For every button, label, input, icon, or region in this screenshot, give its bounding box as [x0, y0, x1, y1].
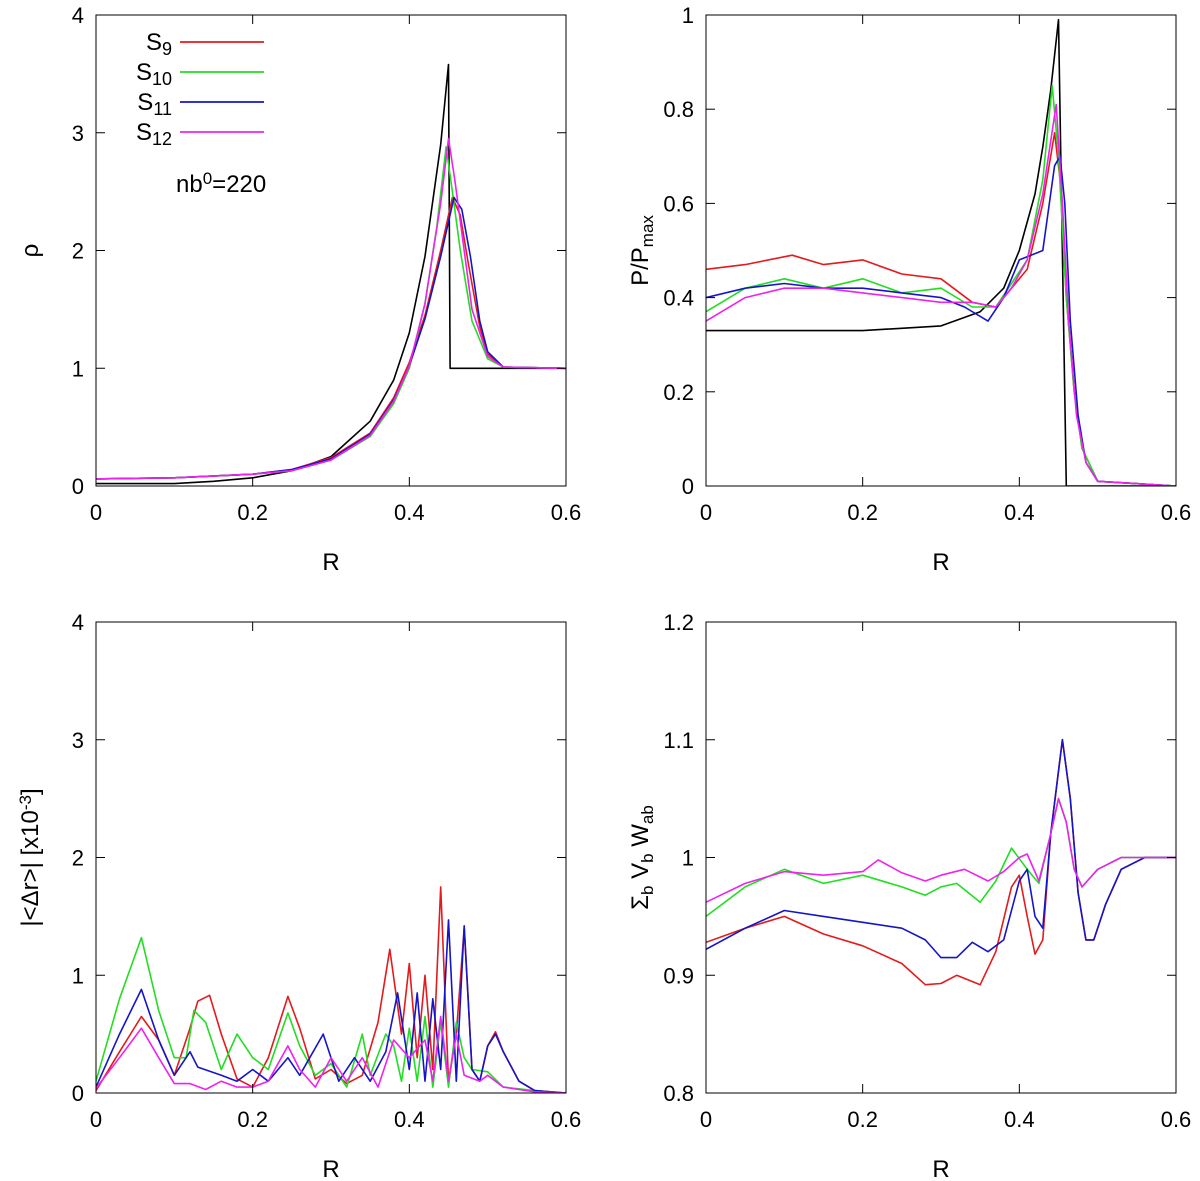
series-line-analytic: [96, 63, 566, 485]
x-tick-label: 0.4: [394, 500, 425, 525]
x-tick-label: 0: [90, 1107, 102, 1132]
legend-label-sub: 12: [152, 129, 172, 149]
y-axis-label: ρ: [17, 244, 44, 258]
y-label-mid: V: [627, 863, 654, 886]
legend-label-base: S: [137, 89, 153, 116]
y-label-base: P/P: [627, 247, 654, 286]
y-tick-label: 1.1: [663, 728, 694, 753]
chart-panel-4: 0 0.2 0.4 0.6 0.8 0.9 1 1.1 1.2 R Σb Vb Wab: [627, 610, 1191, 1181]
x-tick-label: 0.4: [1004, 500, 1035, 525]
x-tick-label: 0: [700, 1107, 712, 1132]
x-axis-label: R: [932, 549, 949, 576]
legend-label-sub: 9: [162, 39, 172, 59]
series-group: [706, 18, 1176, 486]
y-tick-label: 4: [72, 610, 84, 635]
series-line-s11: [96, 919, 566, 1093]
y-tick-label: 1: [72, 963, 84, 988]
legend-label-base: S: [146, 29, 162, 56]
y-tick-label: 0: [72, 474, 84, 499]
x-tick-label: 0.4: [394, 1107, 425, 1132]
annotation-sup: 0: [203, 169, 212, 188]
annotation: nb0=220: [176, 169, 266, 198]
y-label-base: |<Δr>| [x10: [17, 810, 44, 927]
y-axis-label: |<Δr>| [x10-3]: [16, 788, 44, 926]
y-tick-label: 1: [682, 3, 694, 28]
x-axis-label: R: [322, 1156, 339, 1181]
series-line-analytic: [706, 18, 1176, 486]
y-tick-label: 1: [682, 846, 694, 871]
y-tick-label: 0.9: [663, 963, 694, 988]
x-tick-label: 0: [700, 500, 712, 525]
y-tick-label: 2: [72, 846, 84, 871]
y-tick-label: 0: [682, 474, 694, 499]
y-tick-label: 4: [72, 3, 84, 28]
x-axis-label: R: [322, 549, 339, 576]
y-label-base: Σ: [627, 895, 654, 910]
series-group: [706, 738, 1176, 986]
legend-label: S9: [146, 29, 172, 59]
y-tick-label: 3: [72, 121, 84, 146]
chart-panel-3: 0 0.2 0.4 0.6 0 1 2 3 4 R |<Δr>| [x10-3]: [16, 610, 581, 1181]
y-tick-label: 0.8: [663, 1081, 694, 1106]
x-tick-label: 0.2: [237, 1107, 268, 1132]
x-tick-label: 0.6: [551, 1107, 582, 1132]
legend-label-base: S: [136, 119, 152, 146]
annotation-base: nb: [176, 171, 203, 198]
series-line-s11: [706, 738, 1176, 959]
y-tick-label: 2: [72, 239, 84, 264]
x-tick-label: 0: [90, 500, 102, 525]
x-tick-label: 0.4: [1004, 1107, 1035, 1132]
y-label-sub: b: [638, 886, 657, 895]
series-group: [96, 63, 566, 485]
x-tick-label: 0.6: [551, 500, 582, 525]
legend-label-base: S: [136, 59, 152, 86]
series-line-s12: [96, 137, 566, 480]
y-label-mid2: W: [627, 824, 654, 854]
legend-label: S10: [136, 59, 172, 89]
x-tick-label: 0.6: [1161, 500, 1192, 525]
y-tick-label: 0.6: [663, 191, 694, 216]
legend-label-sub: 10: [152, 69, 172, 89]
y-axis-label: P/Pmax: [627, 215, 657, 286]
y-tick-label: 0.2: [663, 380, 694, 405]
y-label-sub: max: [638, 215, 657, 248]
legend-label: S11: [137, 89, 172, 119]
x-tick-label: 0.2: [847, 500, 878, 525]
legend-label: S12: [136, 119, 172, 149]
chart-panel-2: 0 0.2 0.4 0.6 0 0.2 0.4 0.6 0.8 1 R P/Pmax: [627, 3, 1191, 576]
plot-frame: [705, 14, 1177, 487]
annotation-rest: =220: [212, 171, 266, 198]
y-tick-label: 0: [72, 1081, 84, 1106]
y-tick-label: 0.8: [663, 97, 694, 122]
series-line-s12: [96, 1015, 566, 1093]
x-tick-label: 0.2: [237, 500, 268, 525]
y-label-sup: -3: [16, 795, 35, 810]
y-tick-label: 0.4: [663, 286, 694, 311]
y-label-rest: ]: [17, 788, 44, 795]
series-line-s12: [706, 103, 1176, 486]
y-tick-label: 3: [72, 728, 84, 753]
y-tick-label: 1.2: [663, 610, 694, 635]
y-axis-label: Σb Vb Wab: [627, 805, 657, 910]
y-label-sub3: ab: [638, 805, 657, 824]
y-tick-label: 1: [72, 356, 84, 381]
x-tick-label: 0.6: [1161, 1107, 1192, 1132]
x-axis-label: R: [932, 1156, 949, 1181]
y-label-sub2: b: [638, 853, 657, 862]
series-line-s12: [706, 797, 1176, 903]
x-tick-label: 0.2: [847, 1107, 878, 1132]
legend-label-sub: 11: [153, 99, 172, 119]
series-group: [96, 886, 566, 1093]
